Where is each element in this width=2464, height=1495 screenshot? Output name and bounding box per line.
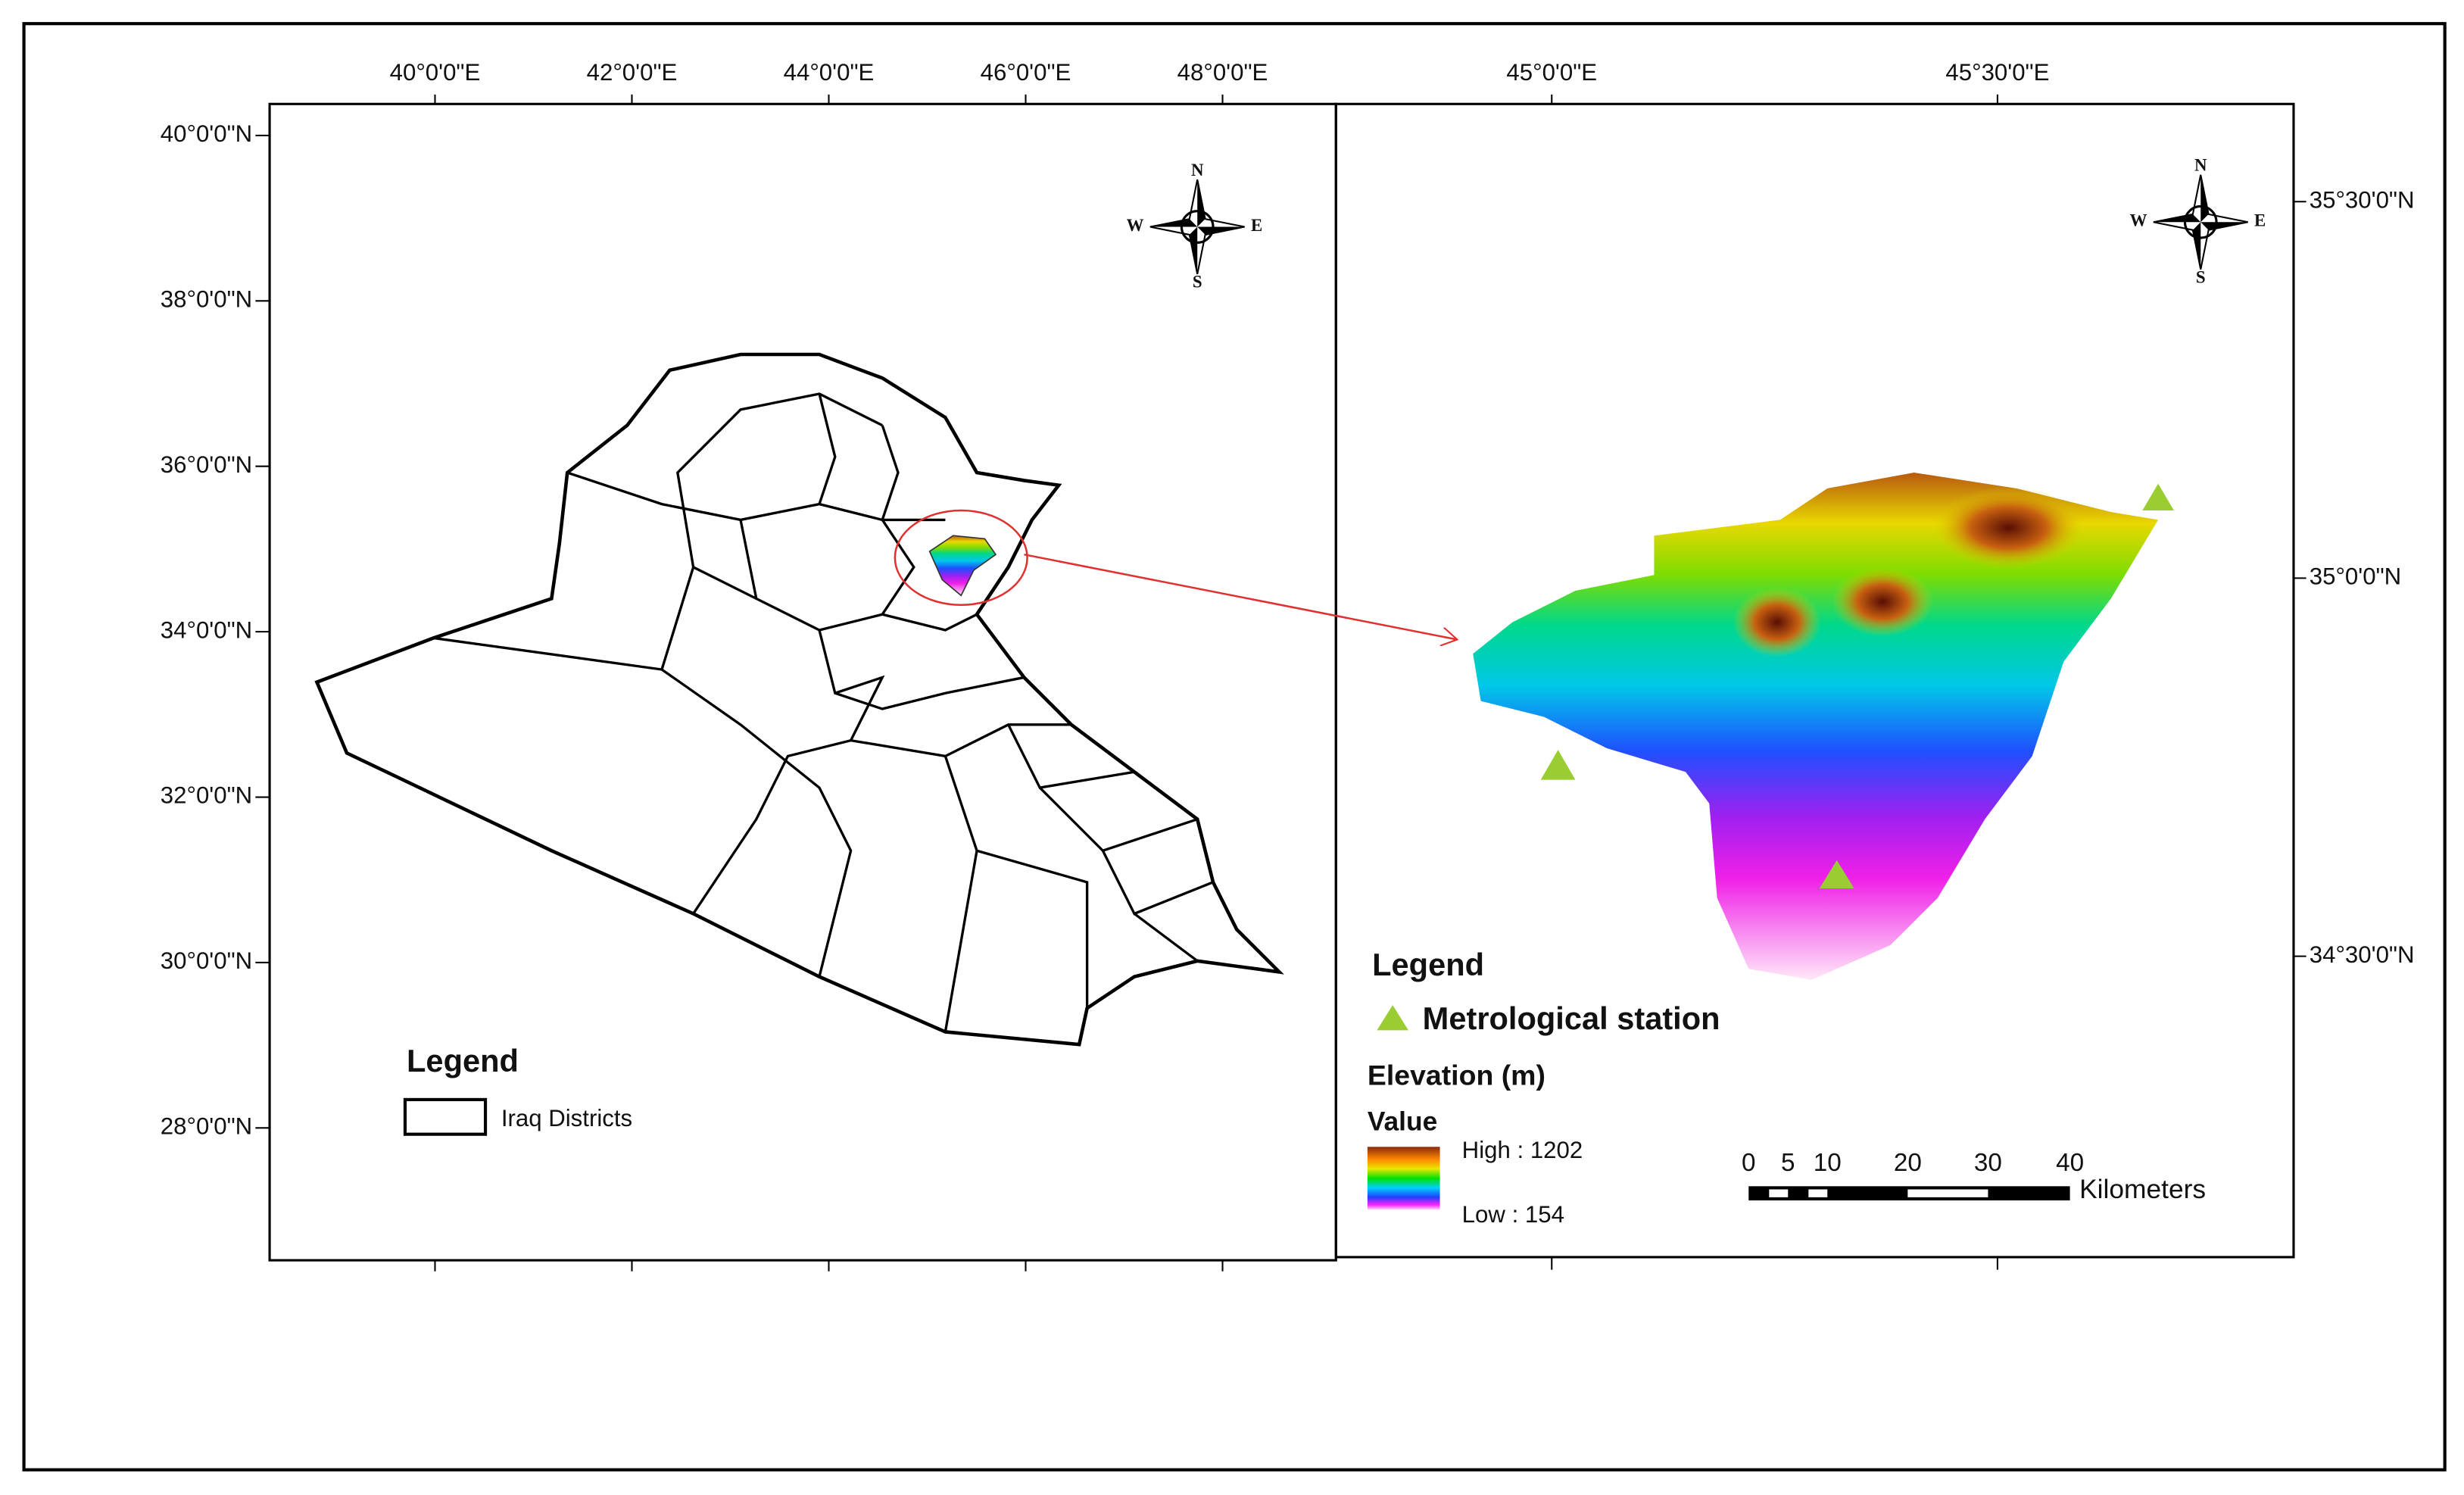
- iraq-outline: [314, 352, 1284, 1047]
- station: [1540, 750, 1576, 780]
- arrow: [1024, 553, 1457, 639]
- compass-label: E: [1251, 216, 1262, 235]
- right-frame: [1334, 102, 2295, 1259]
- compass-label: N: [1191, 161, 1204, 179]
- highlight-circle: [894, 509, 1028, 607]
- y-tick-label: 34°0'0"N: [161, 616, 252, 643]
- scale-bar-segment: [1808, 1189, 1828, 1197]
- y-tick-label: 38°0'0"N: [161, 286, 252, 313]
- color-ramp: [1367, 1147, 1440, 1210]
- x-tick-label: 46°0'0"E: [981, 59, 1071, 86]
- compass-label: E: [2254, 211, 2266, 230]
- legend-item: Iraq Districts: [501, 1105, 632, 1131]
- scale-label: 0: [1742, 1149, 1756, 1177]
- y-tick-label: 30°0'0"N: [161, 947, 252, 974]
- compass-label: N: [2194, 156, 2207, 175]
- compass-label: W: [2130, 211, 2147, 230]
- compass-label: S: [2196, 267, 2206, 286]
- scale-bar-segment: [1769, 1189, 1789, 1197]
- scale-label: 20: [1894, 1149, 1922, 1177]
- legend-heading: Elevation (m): [1368, 1060, 1545, 1091]
- ramp-label: Low : 154: [1462, 1201, 1564, 1228]
- compass-ring: [2183, 204, 2218, 239]
- x-tick-label: 45°30'0"E: [1945, 59, 2049, 86]
- y-tick-label: 40°0'0"N: [161, 120, 252, 147]
- x-tick-label: 45°0'0"E: [1506, 59, 1597, 86]
- peak: [1832, 566, 1933, 637]
- y-tick-label: 28°0'0"N: [161, 1113, 252, 1140]
- compass-ring: [1180, 210, 1215, 244]
- x-tick-label: 42°0'0"E: [587, 59, 678, 86]
- scale-bar-segment: [1907, 1189, 1988, 1197]
- x-tick-label: 40°0'0"E: [390, 59, 481, 86]
- legend-item: Metrological station: [1423, 1000, 1720, 1036]
- scale-unit: Kilometers: [2079, 1175, 2206, 1204]
- outer-border: [22, 22, 2447, 1472]
- x-tick-label: 48°0'0"E: [1177, 59, 1268, 86]
- legend-station-symbol: [1377, 1005, 1408, 1031]
- district-lines: [433, 392, 1214, 1032]
- generated: 40°0'0"E 42°0'0"E 44°0'0"E 46°0'0"E 48°0'0"E…: [161, 59, 2415, 1272]
- y-tick-label: 32°0'0"N: [161, 782, 252, 809]
- elevation-map: [1473, 473, 2159, 980]
- peak: [1932, 486, 2085, 569]
- y-tick-label: 35°30'0"N: [2310, 186, 2415, 213]
- station: [2142, 483, 2174, 510]
- scale-label: 40: [2056, 1149, 2084, 1177]
- station: [1819, 860, 1854, 889]
- left-frame: [268, 102, 1337, 1262]
- legend-heading: Value: [1368, 1106, 1437, 1136]
- y-tick-label: 35°0'0"N: [2310, 563, 2401, 590]
- peak: [1733, 587, 1821, 657]
- legend-title: Legend: [1372, 947, 1484, 982]
- scale-label: 5: [1781, 1149, 1795, 1177]
- study-area-inset: [928, 535, 997, 597]
- scale-bar: [1748, 1186, 2070, 1201]
- compass-label: S: [1193, 273, 1202, 292]
- compass-fill: [2153, 174, 2248, 270]
- legend-title: Legend: [407, 1043, 519, 1078]
- y-tick-label: 34°30'0"N: [2310, 941, 2415, 968]
- y-tick-label: 36°0'0"N: [161, 451, 252, 478]
- compass-label: W: [1127, 216, 1144, 235]
- x-tick-label: 44°0'0"E: [784, 59, 875, 86]
- legend-swatch: [403, 1097, 488, 1136]
- ramp-label: High : 1202: [1462, 1137, 1583, 1163]
- scale-label: 30: [1974, 1149, 2002, 1177]
- stations: [1540, 483, 2174, 889]
- scale-label: 10: [1814, 1149, 1842, 1177]
